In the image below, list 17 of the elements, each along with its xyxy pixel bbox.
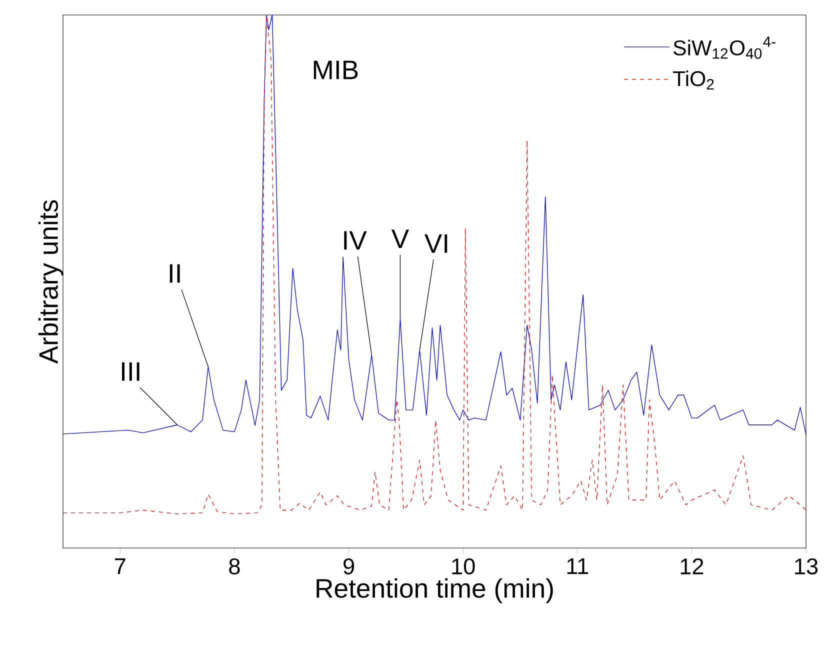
legend-label: SiW$_{12}$O$_{40}$4- [674, 36, 776, 59]
y-axis-title: Arbitrary units [38, 200, 64, 364]
x-tick-label: 8 [229, 558, 240, 574]
x-tick-label: 7 [115, 558, 126, 574]
annotation: II [170, 264, 180, 283]
x-tick-label: 9 [344, 558, 354, 574]
x-axis-title: Retention time (min) [316, 578, 553, 604]
x-tick-label: 11 [567, 558, 588, 574]
annotation: VI [424, 234, 448, 253]
annotation: IV [344, 231, 367, 250]
x-tick-label: 10 [452, 558, 475, 574]
annotation: MIB [314, 60, 358, 80]
legend-label: TiO$_{2}$ [673, 70, 714, 90]
x-tick-label: 12 [680, 558, 704, 574]
annotation: V [391, 230, 409, 248]
annotation: III [122, 362, 140, 381]
x-tick-label: 13 [795, 558, 818, 574]
